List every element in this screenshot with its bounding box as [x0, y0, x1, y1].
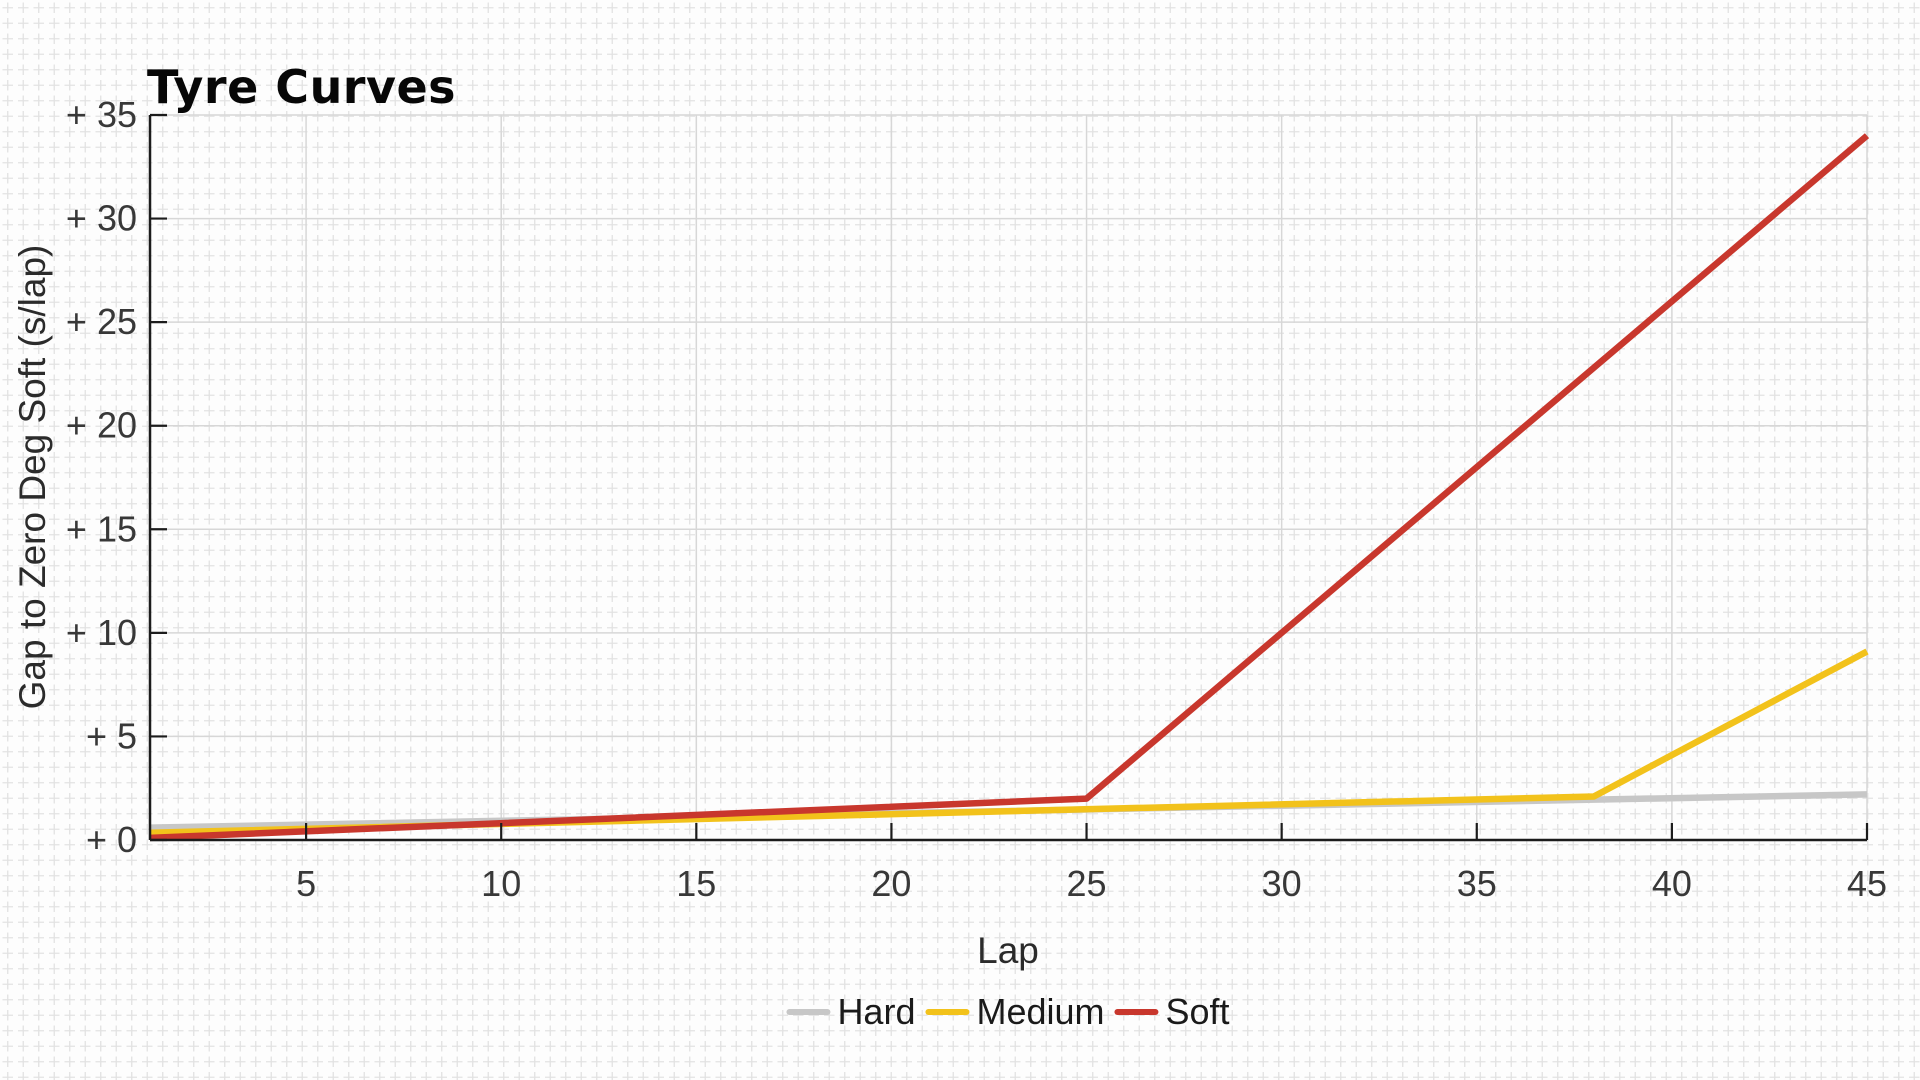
legend-label: Medium	[976, 991, 1105, 1032]
major-gridlines	[150, 114, 1868, 840]
x-tick-label: 45	[1847, 863, 1887, 904]
y-tick-label: + 0	[86, 819, 137, 860]
x-axis-label: Lap	[977, 930, 1039, 971]
y-tick-label: + 20	[66, 405, 137, 446]
y-tick-label: + 5	[86, 715, 137, 756]
legend: Hard Medium Soft	[786, 991, 1230, 1032]
y-axis-label: Gap to Zero Deg Soft (s/lap)	[12, 244, 53, 710]
x-tick-label: 15	[676, 863, 716, 904]
legend-swatch-soft	[1114, 1009, 1159, 1015]
x-tick-label: 30	[1262, 863, 1302, 904]
y-tick-label: + 35	[66, 94, 137, 135]
legend-label: Hard	[837, 991, 916, 1032]
tick-labels: 5 10 15 20 25 30 35 40 45 + 0 + 5 + 10 + 15 + 20 + 25 +…	[66, 94, 1887, 904]
y-tick-label: + 30	[66, 198, 137, 239]
legend-item-soft[interactable]: Soft	[1114, 991, 1230, 1032]
y-tick-label: + 15	[66, 508, 137, 549]
legend-swatch-medium	[925, 1009, 970, 1015]
x-tick-label: 20	[871, 863, 911, 904]
axes	[148, 113, 1869, 842]
x-tick-label: 5	[296, 863, 316, 904]
series-line-soft	[149, 133, 1870, 842]
x-tick-label: 25	[1067, 863, 1107, 904]
legend-item-hard[interactable]: Hard	[786, 994, 915, 1030]
series-lines	[149, 133, 1870, 842]
y-tick-label: + 25	[66, 301, 137, 342]
chart-title: Tyre Curves	[147, 60, 457, 114]
x-tick-label: 35	[1457, 863, 1497, 904]
y-tick-label: + 10	[66, 612, 137, 653]
x-tick-label: 40	[1652, 863, 1692, 904]
legend-item-medium[interactable]: Medium	[925, 991, 1105, 1032]
legend-label: Soft	[1165, 991, 1230, 1032]
legend-swatch-hard	[786, 1009, 831, 1015]
x-tick-label: 10	[481, 863, 521, 904]
